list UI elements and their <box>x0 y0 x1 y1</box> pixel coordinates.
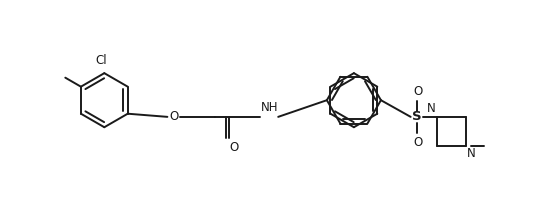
Text: O: O <box>413 136 423 149</box>
Text: O: O <box>230 141 239 154</box>
Text: O: O <box>413 85 423 98</box>
Text: NH: NH <box>261 101 278 114</box>
Text: N: N <box>467 147 475 161</box>
Text: N: N <box>427 102 436 115</box>
Text: Cl: Cl <box>95 54 107 67</box>
Text: S: S <box>412 110 422 123</box>
Text: O: O <box>169 110 178 123</box>
